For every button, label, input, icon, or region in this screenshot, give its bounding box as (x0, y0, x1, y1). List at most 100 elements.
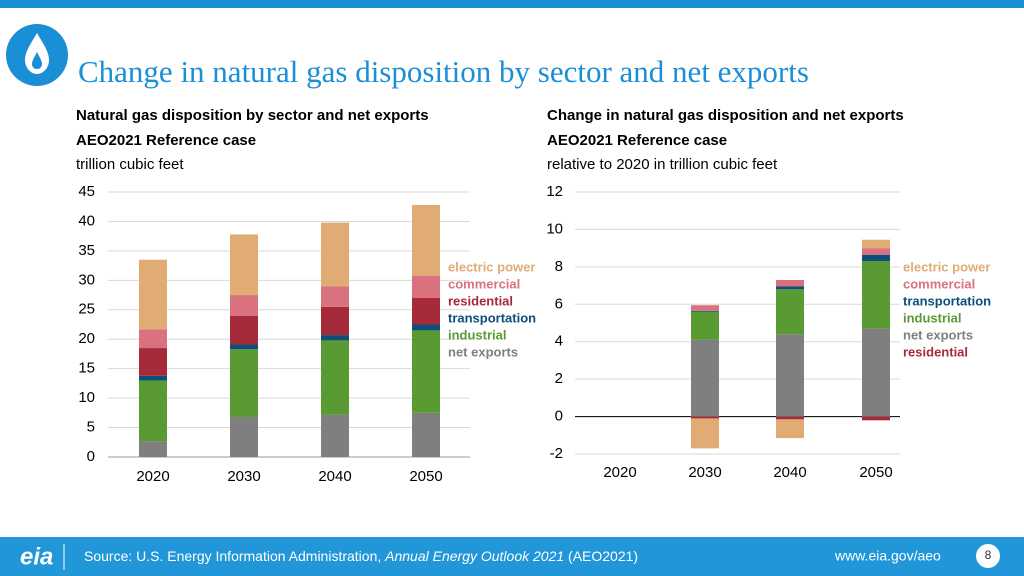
source-prefix: Source: U.S. Energy Information Administ… (84, 548, 381, 564)
chart-unit: relative to 2020 in trillion cubic feet (547, 156, 778, 173)
bar-segment (412, 275, 440, 298)
y-tick-label: 10 (78, 389, 95, 406)
legend-entry: electric power (448, 259, 535, 274)
bar-segment (776, 334, 804, 417)
bar-segment (776, 416, 804, 420)
bar-segment (862, 416, 890, 421)
x-tick-label: 2030 (688, 464, 721, 481)
legend-entry: commercial (903, 276, 975, 291)
legend-entry: industrial (448, 327, 507, 342)
bar-segment (139, 348, 167, 376)
x-tick-label: 2020 (603, 464, 636, 481)
bar-segment (139, 259, 167, 330)
bar-segment (691, 310, 719, 312)
footer-url: www.eia.gov/aeo (834, 548, 941, 564)
legend-entry: net exports (448, 344, 518, 359)
chart-subtitle: AEO2021 Reference case (76, 132, 256, 149)
x-tick-label: 2050 (409, 468, 442, 485)
bar-segment (321, 340, 349, 415)
y-tick-label: 40 (78, 212, 95, 229)
legend-entry: electric power (903, 259, 990, 274)
y-tick-label: 10 (546, 220, 563, 237)
x-tick-label: 2030 (227, 468, 260, 485)
legend-entry: net exports (903, 327, 973, 342)
y-tick-label: 5 (87, 419, 95, 436)
y-tick-label: 45 (78, 183, 95, 200)
legend-entry: transportation (448, 310, 536, 325)
chart-title: Natural gas disposition by sector and ne… (76, 107, 429, 124)
y-tick-label: 0 (555, 408, 563, 425)
legend-entry: commercial (448, 276, 520, 291)
bar-segment (412, 330, 440, 413)
bar-segment (139, 329, 167, 349)
bar-segment (412, 298, 440, 325)
bar-segment (862, 261, 890, 329)
chart-subtitle: AEO2021 Reference case (547, 132, 727, 149)
y-tick-label: 15 (78, 360, 95, 377)
source-suffix: (AEO2021) (568, 548, 638, 564)
bar-segment (691, 311, 719, 340)
bar-segment (776, 289, 804, 335)
y-tick-label: 4 (555, 333, 563, 350)
y-tick-label: 2 (555, 370, 563, 387)
footer-source: Source: U.S. Energy Information Administ… (84, 548, 638, 564)
y-tick-label: 12 (546, 183, 563, 200)
legend-entry: residential (903, 344, 968, 359)
legend-entry: transportation (903, 293, 991, 308)
x-tick-label: 2020 (136, 468, 169, 485)
x-tick-label: 2040 (773, 464, 806, 481)
top-bar (0, 0, 1024, 8)
bar-segment (321, 222, 349, 287)
flame-shape (25, 33, 49, 74)
y-tick-label: 30 (78, 271, 95, 288)
bar-segment (230, 315, 258, 345)
bar-segment (321, 414, 349, 457)
y-tick-label: -2 (550, 445, 563, 462)
chart-unit: trillion cubic feet (76, 156, 184, 173)
bar-segment (139, 380, 167, 442)
bar-segment (691, 305, 719, 311)
x-tick-label: 2050 (859, 464, 892, 481)
bar-segment (230, 416, 258, 457)
bar-segment (412, 412, 440, 457)
bar-segment (412, 204, 440, 276)
y-tick-label: 35 (78, 242, 95, 259)
source-title: Annual Energy Outlook 2021 (384, 548, 564, 564)
bar-segment (230, 234, 258, 296)
x-tick-label: 2040 (318, 468, 351, 485)
y-tick-label: 8 (555, 258, 563, 275)
y-tick-label: 0 (87, 448, 95, 465)
y-tick-label: 25 (78, 301, 95, 318)
page-badge (976, 544, 1000, 568)
bar-segment (321, 286, 349, 307)
bar-segment (776, 419, 804, 439)
chart-title: Change in natural gas disposition and ne… (547, 107, 904, 124)
footer-bar (0, 537, 1024, 576)
slide-title: Change in natural gas disposition by sec… (78, 54, 809, 89)
bar-segment (862, 239, 890, 249)
bar-segment (862, 248, 890, 255)
bar-segment (321, 306, 349, 336)
legend-entry: industrial (903, 310, 962, 325)
bar-segment (412, 324, 440, 331)
bar-segment (230, 344, 258, 350)
bar-segment (776, 286, 804, 290)
bar-segment (862, 328, 890, 417)
page-number: 8 (985, 548, 992, 562)
y-tick-label: 6 (555, 295, 563, 312)
bar-segment (691, 416, 719, 419)
bar-segment (321, 335, 349, 341)
bar-segment (230, 295, 258, 316)
bar-segment (691, 418, 719, 449)
bar-segment (139, 441, 167, 457)
bar-segment (230, 349, 258, 417)
bar-segment (862, 254, 890, 262)
bar-segment (691, 339, 719, 417)
footer-logo: eia (20, 543, 53, 570)
bar-segment (776, 279, 804, 287)
y-tick-label: 20 (78, 330, 95, 347)
flame-icon (6, 24, 68, 86)
legend-entry: residential (448, 293, 513, 308)
bar-segment (139, 375, 167, 381)
